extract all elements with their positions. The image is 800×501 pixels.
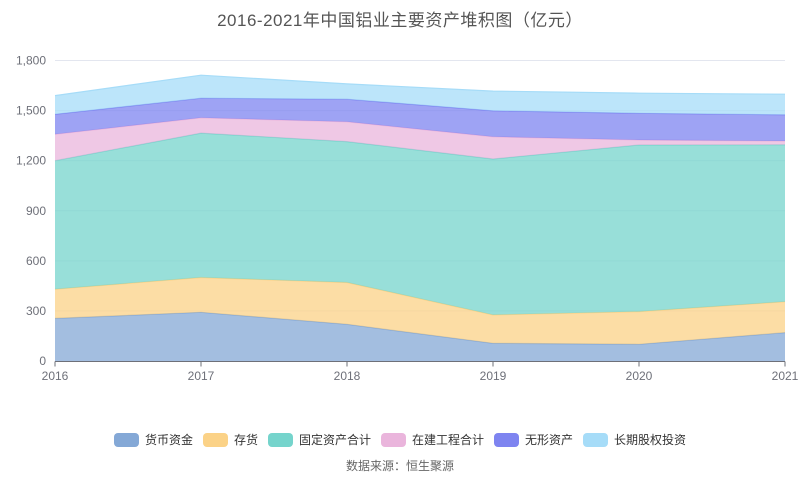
legend-label: 货币资金 — [144, 433, 193, 447]
legend-label: 长期股权投资 — [614, 433, 687, 447]
stacked-area-chart[interactable]: 0 300 600 900 1,200 1,500 1,800 2016 2017 2018 201… — [0, 0, 800, 420]
legend-item-long-term-equity[interactable]: 长期股权投资 — [583, 431, 686, 448]
x-axis-label: 2018 — [334, 369, 361, 383]
x-axis-label: 2021 — [772, 369, 799, 383]
legend-item-fixed-assets-total[interactable]: 固定资产合计 — [267, 431, 371, 448]
x-axis-label: 2017 — [188, 369, 215, 383]
y-axis-label: 1,200 — [16, 154, 46, 168]
area-band-intangible-assets[interactable] — [55, 98, 785, 141]
legend-label: 在建工程合计 — [412, 433, 485, 447]
legend-swatch-icon — [381, 432, 406, 447]
legend-label: 无形资产 — [525, 433, 574, 447]
series-line-inventory — [54, 276, 786, 316]
chart-title: 2016-2021年中国铝业主要资产堆积图（亿元） — [217, 11, 583, 30]
series-line-long-term-equity — [54, 74, 786, 97]
y-axis-label: 0 — [39, 354, 46, 368]
legend-swatch-icon — [267, 432, 293, 447]
legend-item-intangible-assets[interactable]: 无形资产 — [494, 431, 573, 448]
area-band-fixed-assets-total[interactable] — [55, 133, 785, 315]
legend-swatch-icon — [202, 432, 228, 447]
area-band-inventory[interactable] — [55, 277, 785, 345]
chart-legend: 货币资金 存货 固定资产合计 在建工程合计 无形资产 长期股权投资 — [0, 431, 800, 448]
legend-swatch-icon — [113, 432, 139, 447]
x-axis-label: 2020 — [626, 369, 653, 383]
y-axis-label: 1,800 — [16, 54, 46, 68]
y-axis-label: 1,500 — [16, 104, 46, 118]
legend-item-monetary-funds[interactable]: 货币资金 — [113, 431, 193, 448]
y-axis-label: 600 — [26, 254, 46, 268]
y-axis-label: 900 — [26, 204, 46, 218]
legend-swatch-icon — [583, 432, 609, 447]
data-source-note: 数据来源：恒生聚源 — [345, 459, 454, 473]
x-axis-label: 2016 — [42, 369, 69, 383]
legend-item-inventory[interactable]: 存货 — [202, 431, 258, 448]
area-band-long-term-equity[interactable] — [55, 75, 785, 115]
x-axis-label: 2019 — [480, 369, 507, 383]
legend-label: 固定资产合计 — [298, 433, 371, 447]
y-axis-label: 300 — [26, 304, 46, 318]
area-band-monetary-funds[interactable] — [55, 312, 785, 361]
area-band-construction-in-progress[interactable] — [55, 117, 785, 161]
legend-item-construction-in-progress[interactable]: 在建工程合计 — [381, 431, 484, 448]
legend-label: 存货 — [233, 433, 258, 447]
legend-swatch-icon — [494, 432, 520, 447]
